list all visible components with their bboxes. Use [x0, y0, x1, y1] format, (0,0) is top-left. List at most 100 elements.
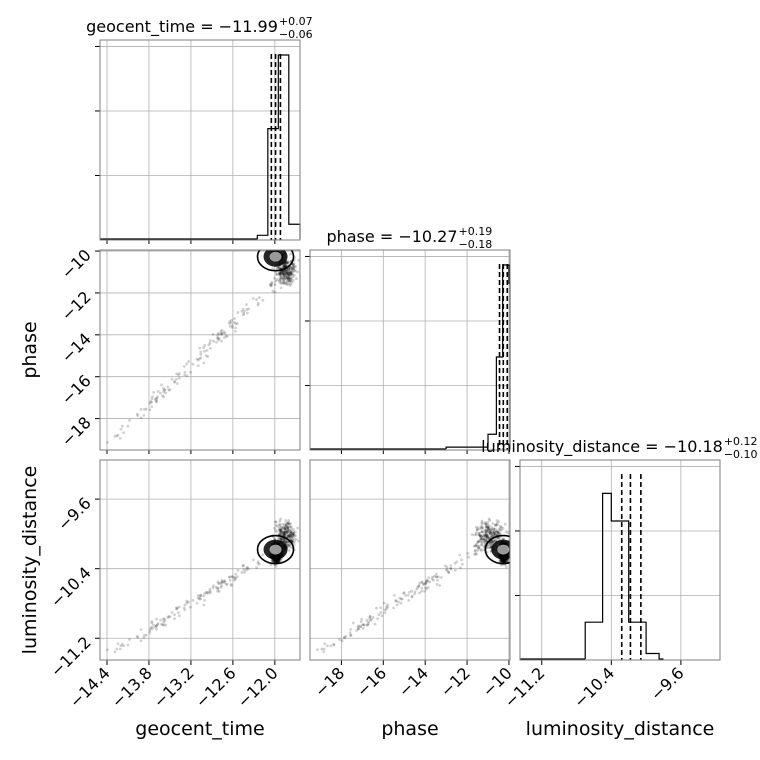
sample-point [281, 265, 285, 269]
sample-point [282, 269, 286, 273]
sample-point [453, 561, 457, 565]
sample-point [500, 558, 504, 562]
sample-point [496, 532, 500, 536]
sample-point [126, 424, 130, 428]
sample-point [273, 276, 276, 280]
sample-point [275, 530, 278, 534]
sample-point [290, 266, 294, 270]
sample-point [287, 279, 291, 283]
sample-point [274, 279, 278, 283]
sample-point [160, 622, 163, 626]
sample-point [295, 537, 298, 541]
sample-point [359, 624, 363, 628]
title-minus: −0.06 [279, 28, 313, 41]
sample-point [495, 530, 499, 534]
sample-point [196, 358, 200, 362]
sample-point [286, 526, 290, 530]
sample-point [282, 531, 286, 535]
sample-point [170, 377, 174, 381]
sample-point [198, 346, 202, 350]
sample-point [485, 536, 489, 540]
sample-point [479, 540, 483, 544]
x-tick-label: −16 [353, 663, 390, 700]
sample-point [282, 274, 286, 278]
sample-point [428, 580, 432, 584]
sample-point [282, 532, 286, 536]
sample-point [251, 558, 255, 562]
sample-point [479, 537, 483, 541]
sample-point [493, 532, 497, 536]
sample-point [195, 601, 199, 605]
sample-point [424, 580, 428, 584]
sample-point [483, 532, 486, 536]
sample-point [488, 531, 492, 534]
sample-point [261, 298, 265, 302]
sample-point [480, 537, 484, 541]
sample-point [280, 282, 283, 286]
sample-point [164, 623, 168, 627]
sample-point [288, 276, 291, 280]
sample-point [490, 539, 494, 543]
sample-point [484, 532, 488, 535]
sample-point [435, 575, 439, 579]
sample-point [296, 526, 300, 530]
sample-point [357, 627, 360, 631]
sample-point [277, 559, 281, 562]
sample-point [223, 331, 227, 335]
sample-point [484, 524, 488, 528]
sample-point [228, 325, 232, 328]
sample-point [425, 587, 429, 591]
sample-point [489, 542, 493, 546]
sample-point [481, 526, 485, 530]
sample-point [277, 558, 281, 562]
sample-point [477, 544, 481, 548]
sample-point [120, 424, 124, 428]
sample-point [449, 567, 453, 571]
sample-point [275, 273, 279, 277]
sample-point [216, 586, 220, 590]
sample-point [128, 638, 131, 641]
sample-point [485, 533, 488, 537]
sample-point [289, 530, 292, 534]
sample-point [498, 524, 502, 528]
sample-point [283, 530, 286, 533]
sample-point [285, 277, 288, 281]
sample-point [279, 530, 282, 534]
sample-point [474, 531, 478, 535]
sample-point [484, 532, 488, 536]
sample-point [156, 622, 160, 626]
sample-point [482, 534, 486, 537]
sample-point [283, 263, 287, 267]
sample-point [144, 633, 148, 637]
sample-point [320, 647, 324, 651]
sample-point [177, 373, 180, 377]
sample-point [136, 414, 140, 418]
sample-point [286, 261, 289, 265]
sample-point [291, 532, 295, 536]
sample-point [280, 272, 283, 276]
sample-point [291, 263, 295, 267]
sample-point [291, 275, 295, 279]
sample-point [485, 535, 489, 539]
sample-point [230, 326, 234, 329]
sample-point [474, 525, 478, 529]
sample-point [420, 586, 424, 590]
sample-point [361, 623, 365, 627]
sample-point [230, 324, 234, 328]
sample-point [491, 539, 495, 543]
sample-point [290, 528, 293, 531]
sample-point [503, 559, 506, 563]
sample-point [276, 560, 280, 564]
sample-point [285, 272, 289, 276]
y-tick-label: −10 [58, 245, 95, 282]
sample-point [489, 530, 493, 534]
sample-point [220, 580, 224, 584]
sample-point [344, 634, 348, 638]
sample-point [275, 558, 279, 562]
sample-point [287, 270, 291, 273]
x-tick-label: −14 [395, 663, 432, 700]
sample-point [277, 558, 281, 562]
sample-point [286, 528, 290, 532]
sample-point [366, 620, 370, 624]
sample-point [242, 568, 246, 572]
